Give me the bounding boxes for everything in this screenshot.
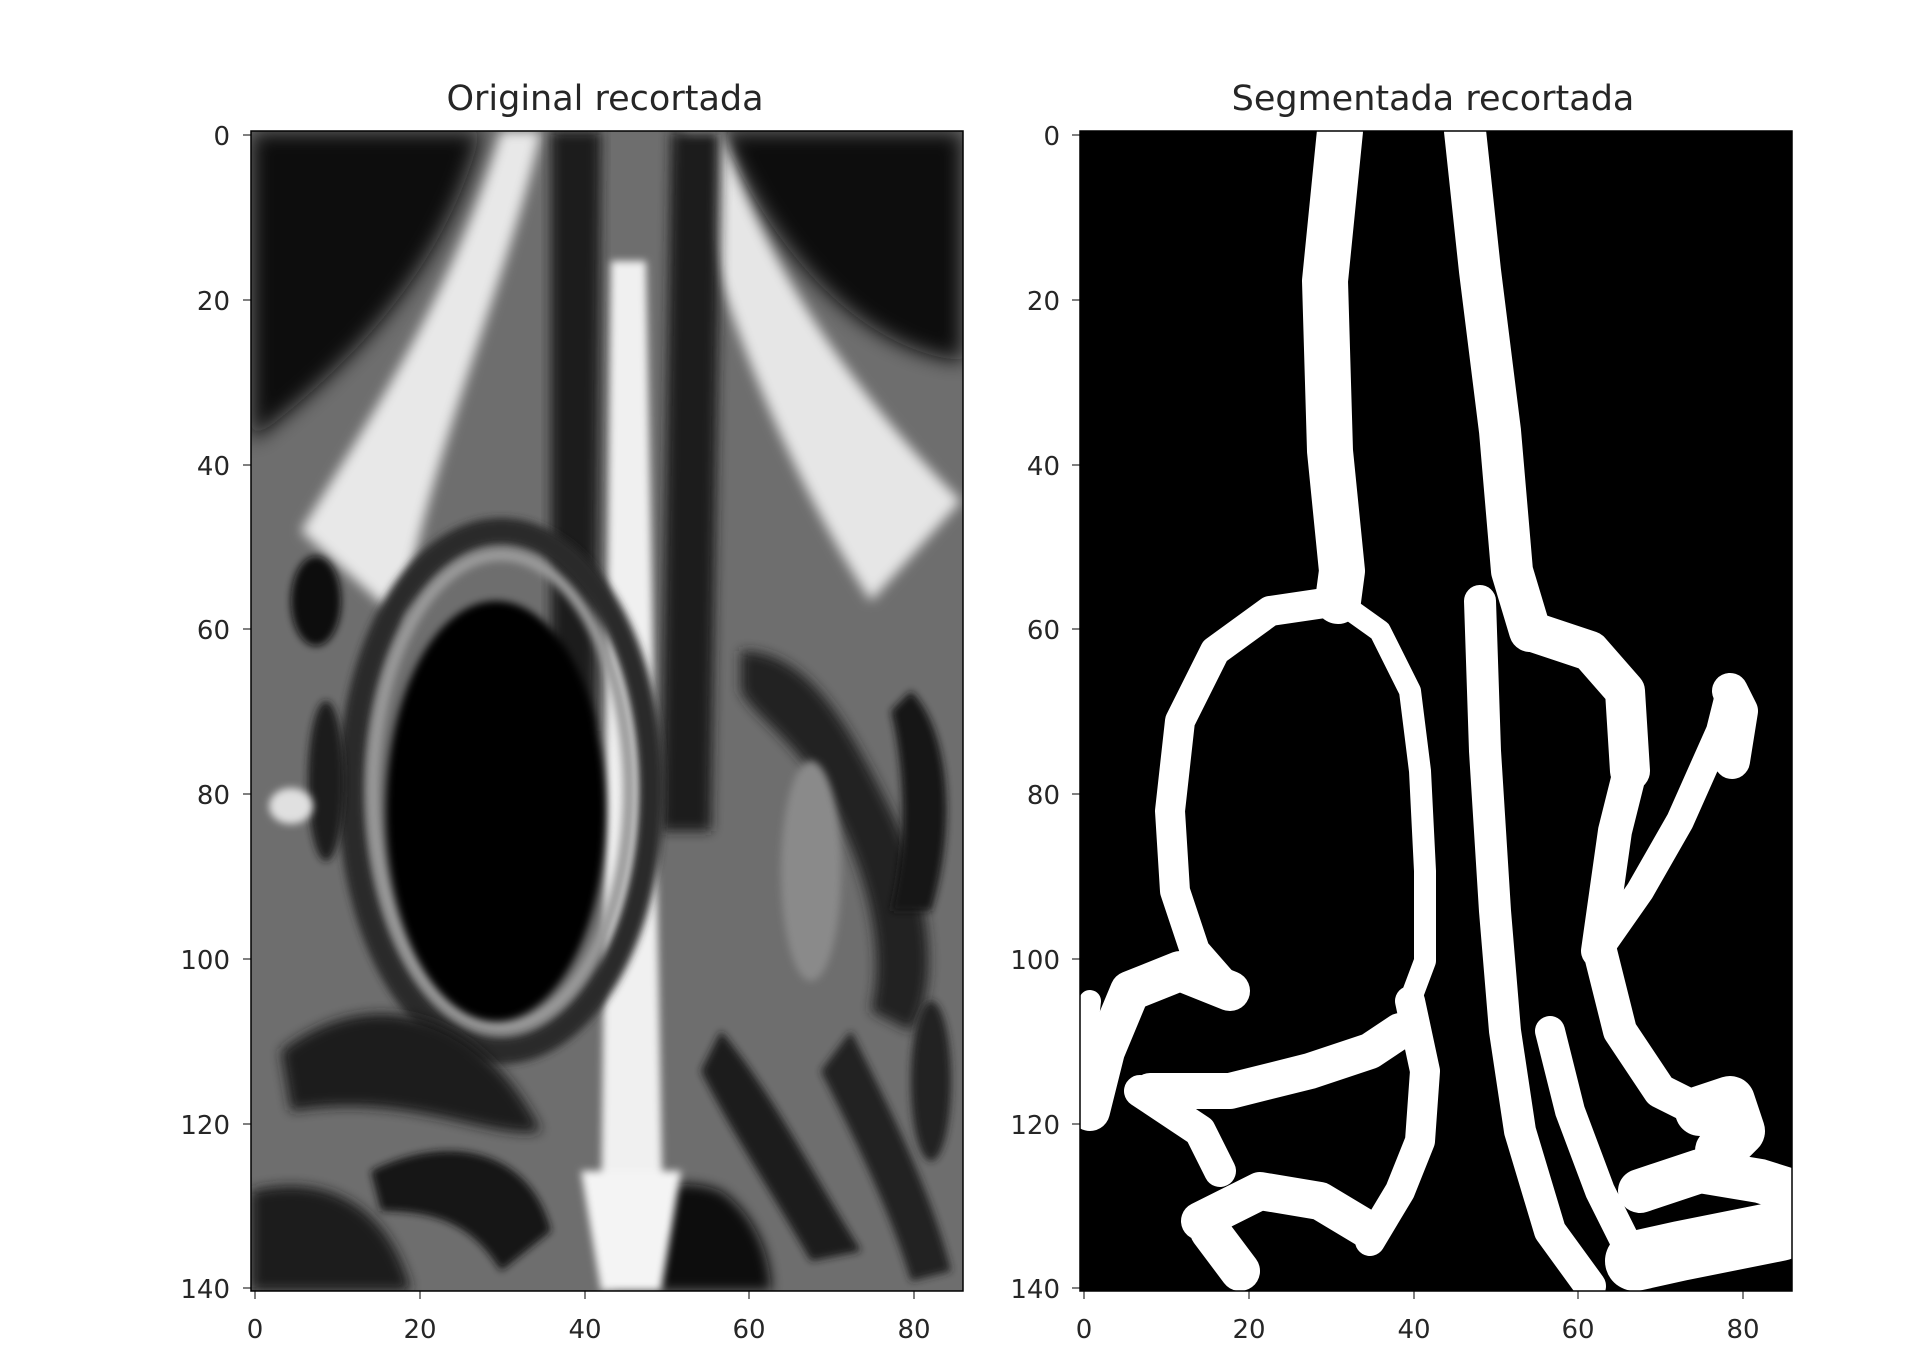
y-tick-label: 0: [1043, 122, 1060, 152]
x-tick-label: 0: [1076, 1315, 1093, 1345]
x-axis-segmented: 0 20 40 60 80: [1076, 1291, 1760, 1345]
panel-segmented: Segmentada recortada: [1010, 79, 1793, 1345]
y-tick-label: 80: [197, 781, 230, 811]
y-axis-original: 0 20 40 60 80 100 120 140: [180, 122, 251, 1305]
y-tick-label: 140: [180, 1275, 230, 1305]
panel-original: Original recortada: [180, 79, 964, 1345]
y-axis-segmented: 0 20 40 60 80 100 120 140: [1010, 122, 1080, 1305]
y-tick-label: 80: [1027, 781, 1060, 811]
y-tick-label: 140: [1010, 1275, 1060, 1305]
panel-title-segmented: Segmentada recortada: [1232, 79, 1635, 119]
y-tick-label: 100: [1010, 946, 1060, 976]
y-tick-label: 60: [1027, 616, 1060, 646]
x-tick-label: 80: [1726, 1315, 1759, 1345]
y-tick-label: 120: [180, 1111, 230, 1141]
x-axis-original: 0 20 40 60 80: [247, 1291, 931, 1345]
y-tick-label: 40: [1027, 452, 1060, 482]
x-tick-label: 60: [732, 1315, 765, 1345]
x-tick-label: 20: [403, 1315, 436, 1345]
x-tick-label: 60: [1561, 1315, 1594, 1345]
y-tick-label: 60: [197, 616, 230, 646]
y-tick-label: 120: [1010, 1111, 1060, 1141]
y-tick-label: 40: [197, 452, 230, 482]
x-tick-label: 80: [897, 1315, 930, 1345]
y-tick-label: 20: [1027, 287, 1060, 317]
x-tick-label: 40: [568, 1315, 601, 1345]
ct-scan-image: [251, 131, 963, 1291]
y-tick-label: 100: [180, 946, 230, 976]
panel-title-original: Original recortada: [446, 79, 763, 119]
x-tick-label: 20: [1232, 1315, 1265, 1345]
y-tick-label: 0: [213, 122, 230, 152]
x-tick-label: 0: [247, 1315, 264, 1345]
y-tick-label: 20: [197, 287, 230, 317]
segmentation-mask-image: [1080, 131, 1792, 1291]
x-tick-label: 40: [1397, 1315, 1430, 1345]
